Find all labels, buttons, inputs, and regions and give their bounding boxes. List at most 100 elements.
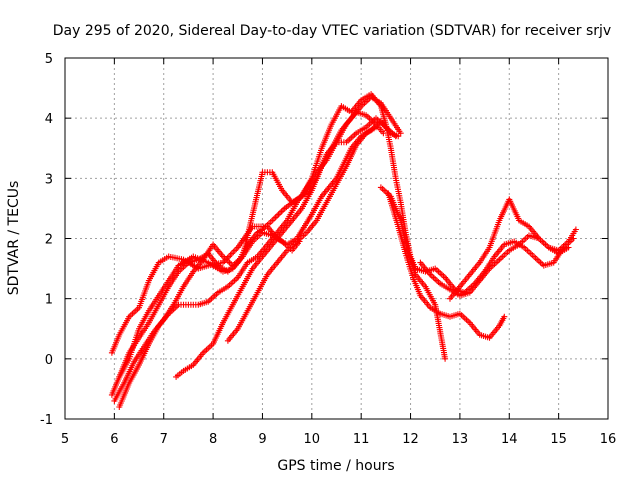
data-point xyxy=(138,364,140,366)
data-point xyxy=(172,303,175,306)
data-point xyxy=(187,303,190,306)
y-tick-label: 1 xyxy=(45,293,53,308)
data-point xyxy=(316,219,318,222)
data-point xyxy=(407,249,409,252)
data-point xyxy=(251,240,254,243)
data-point xyxy=(394,135,397,137)
data-point xyxy=(227,340,229,342)
data-point xyxy=(459,312,461,315)
data-point xyxy=(266,273,269,276)
data-point xyxy=(123,382,125,384)
data-point xyxy=(355,132,358,134)
data-point xyxy=(330,123,333,125)
data-point xyxy=(528,225,530,228)
data-point xyxy=(175,376,177,378)
data-point xyxy=(365,126,367,128)
data-point xyxy=(412,276,414,279)
data-point xyxy=(424,285,427,288)
data-point xyxy=(380,186,382,189)
data-point xyxy=(182,285,185,288)
y-tick-label: 0 xyxy=(45,353,53,368)
series-track-10 xyxy=(447,196,579,302)
series-track-7 xyxy=(224,124,379,344)
data-point xyxy=(296,201,298,204)
data-point xyxy=(552,261,555,264)
data-point xyxy=(528,234,530,237)
data-point xyxy=(469,273,471,276)
data-point xyxy=(382,132,385,134)
data-point xyxy=(162,318,165,321)
data-point xyxy=(469,321,471,324)
data-point xyxy=(286,219,288,222)
data-series xyxy=(108,91,579,410)
data-point xyxy=(256,291,259,294)
x-tick-label: 6 xyxy=(110,432,118,447)
data-point xyxy=(335,183,338,186)
data-point xyxy=(133,361,135,363)
data-point xyxy=(281,189,284,192)
data-point xyxy=(320,195,323,198)
x-tick-label: 16 xyxy=(600,432,617,447)
data-point xyxy=(192,270,195,273)
data-point xyxy=(557,252,560,255)
data-point xyxy=(118,376,121,378)
x-tick-label: 5 xyxy=(61,432,69,447)
data-point xyxy=(533,255,535,258)
data-point xyxy=(493,255,496,258)
data-point xyxy=(330,147,333,150)
data-point xyxy=(192,364,195,366)
data-point xyxy=(399,219,402,222)
data-point xyxy=(404,252,407,255)
y-tick-label: 2 xyxy=(45,233,53,248)
data-point xyxy=(350,111,353,113)
data-point xyxy=(439,282,442,285)
x-tick-label: 13 xyxy=(452,432,469,447)
data-point xyxy=(128,358,130,360)
data-point xyxy=(291,249,293,252)
data-point xyxy=(232,303,234,306)
data-point xyxy=(498,324,501,327)
x-axis-title: GPS time / hours xyxy=(277,458,394,474)
x-tick-label: 8 xyxy=(209,432,217,447)
data-point xyxy=(261,171,264,174)
data-point xyxy=(434,303,437,306)
data-point xyxy=(488,337,491,339)
data-point xyxy=(469,291,471,294)
x-tick-label: 9 xyxy=(258,432,266,447)
data-point xyxy=(251,213,254,216)
data-point xyxy=(575,228,577,231)
y-tick-label: 4 xyxy=(45,112,53,127)
data-point xyxy=(113,400,116,402)
data-point xyxy=(390,117,392,119)
data-point xyxy=(306,186,308,189)
data-point xyxy=(138,328,140,330)
data-point xyxy=(340,129,343,131)
data-point xyxy=(360,99,363,101)
data-point xyxy=(158,261,160,264)
data-point xyxy=(232,264,234,267)
data-point xyxy=(212,343,214,345)
data-point xyxy=(503,243,506,246)
data-point xyxy=(251,267,254,270)
data-point xyxy=(478,334,481,336)
data-point xyxy=(360,105,363,107)
data-point xyxy=(256,255,259,258)
data-point xyxy=(167,285,170,288)
data-point xyxy=(237,276,239,279)
x-tick-label: 10 xyxy=(304,432,321,447)
data-point xyxy=(459,294,461,297)
data-point xyxy=(192,255,195,258)
y-tick-label: 5 xyxy=(45,52,53,67)
y-tick-label: 3 xyxy=(45,172,53,187)
series-track-9 xyxy=(385,190,508,341)
data-point xyxy=(143,346,145,348)
data-point xyxy=(237,246,239,249)
data-point xyxy=(350,117,353,119)
data-point xyxy=(375,117,377,119)
data-point xyxy=(197,303,200,306)
x-tick-label: 11 xyxy=(353,432,370,447)
data-point xyxy=(261,231,264,234)
